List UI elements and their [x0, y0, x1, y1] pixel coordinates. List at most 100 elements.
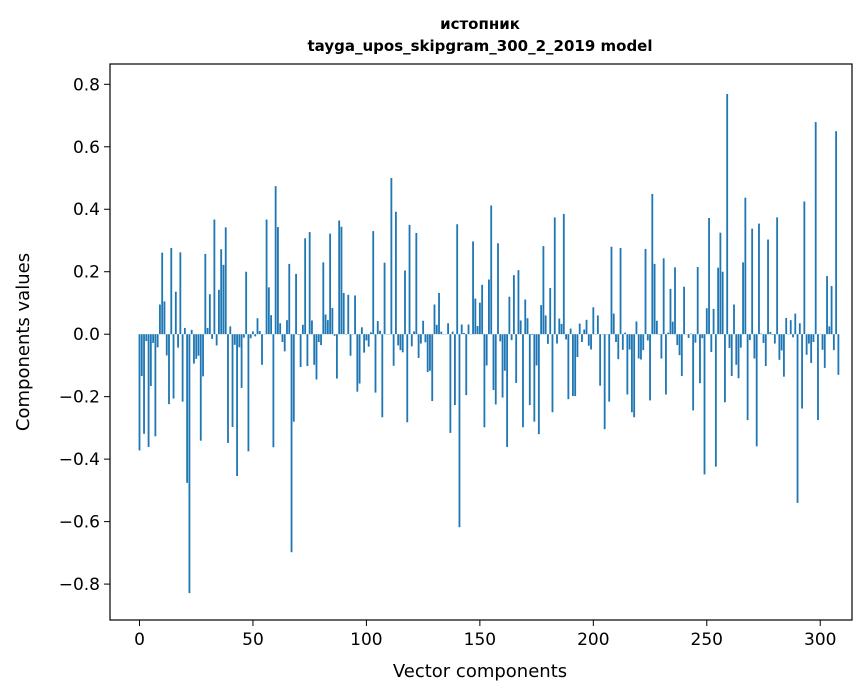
bar-117: [404, 270, 406, 335]
bar-239: [680, 334, 683, 377]
bar-225: [649, 334, 651, 401]
bar-186: [560, 323, 563, 335]
bar-303: [826, 276, 828, 335]
bar-90: [342, 292, 345, 335]
bar-51: [254, 334, 257, 337]
bar-265: [739, 334, 742, 348]
bar-230: [660, 334, 663, 359]
bar-54: [261, 334, 263, 365]
bar-66: [288, 263, 291, 335]
bar-228: [655, 320, 658, 335]
bar-177: [540, 305, 543, 335]
bar-183: [553, 217, 556, 335]
bar-137: [449, 334, 452, 433]
bar-18: [179, 252, 182, 335]
bar-292: [801, 334, 803, 409]
bar-81: [322, 262, 325, 335]
bar-258: [724, 334, 726, 403]
bar-170: [524, 299, 527, 335]
bar-65: [286, 320, 288, 335]
bar-196: [583, 329, 586, 335]
bar-281: [776, 217, 779, 335]
bar-42: [233, 334, 236, 345]
bar-264: [737, 334, 740, 379]
bar-237: [676, 334, 679, 346]
bar-222: [642, 334, 645, 351]
bar-226: [651, 193, 654, 335]
bar-212: [619, 247, 622, 335]
bar-191: [571, 334, 574, 397]
bar-306: [832, 334, 835, 351]
x-axis-ticks: 0 50 100 150 200 250 300: [134, 620, 836, 650]
bar-283: [780, 334, 783, 351]
y-tick-label: 0.6: [73, 138, 100, 158]
bar-95: [354, 295, 356, 335]
bar-211: [617, 334, 620, 360]
bar-30: [206, 327, 209, 335]
bar-305: [830, 286, 833, 335]
bar-6: [152, 334, 155, 343]
bar-106: [379, 330, 381, 335]
bar-88: [338, 220, 341, 335]
bar-98: [360, 327, 363, 335]
bar-282: [778, 334, 781, 360]
bar-22: [188, 334, 191, 594]
bar-40: [229, 326, 232, 335]
bar-115: [399, 334, 402, 351]
bar-261: [730, 334, 733, 377]
bar-143: [463, 332, 465, 335]
y-tick-label: 0.2: [73, 263, 100, 283]
bar-43: [236, 334, 238, 476]
bar-57: [267, 287, 270, 335]
bar-184: [556, 334, 558, 344]
bar-89: [340, 226, 343, 335]
bar-11: [163, 301, 166, 335]
bar-166: [515, 334, 518, 383]
bar-12: [165, 334, 168, 356]
bar-231: [662, 258, 665, 335]
bar-194: [578, 323, 581, 335]
bar-83: [326, 320, 329, 335]
bar-84: [329, 233, 332, 335]
bar-182: [551, 334, 554, 413]
bar-247: [699, 334, 701, 384]
bar-245: [694, 334, 697, 343]
bar-45: [240, 334, 243, 388]
bar-87: [336, 334, 338, 379]
bar-20: [183, 327, 186, 335]
bar-93: [349, 334, 352, 356]
bar-67: [290, 334, 293, 553]
bar-275: [762, 334, 765, 343]
bar-249: [703, 334, 706, 475]
bar-4: [147, 334, 150, 447]
bar-58: [270, 315, 273, 335]
bar-21: [186, 334, 189, 483]
bar-138: [451, 331, 454, 335]
bar-73: [304, 238, 307, 335]
bar-295: [807, 334, 810, 344]
bar-205: [603, 334, 606, 430]
bar-299: [817, 334, 819, 421]
bar-218: [633, 334, 636, 418]
bar-71: [299, 334, 302, 367]
bar-122: [415, 232, 418, 335]
bar-164: [510, 334, 513, 341]
bar-69: [295, 273, 297, 335]
bar-284: [783, 334, 785, 377]
bar-133: [440, 331, 443, 335]
bar-101: [367, 334, 370, 347]
bar-61: [277, 227, 279, 335]
bar-298: [814, 122, 817, 335]
bar-76: [311, 320, 313, 335]
bar-308: [837, 334, 840, 375]
bar-119: [408, 224, 411, 335]
bar-273: [758, 223, 760, 335]
bar-140: [456, 224, 459, 335]
bar-253: [712, 308, 715, 335]
bar-5: [149, 334, 152, 387]
y-axis-label: Components values: [13, 253, 34, 431]
bar-141: [458, 334, 461, 528]
bar-220: [637, 334, 640, 359]
bar-13: [168, 334, 170, 405]
